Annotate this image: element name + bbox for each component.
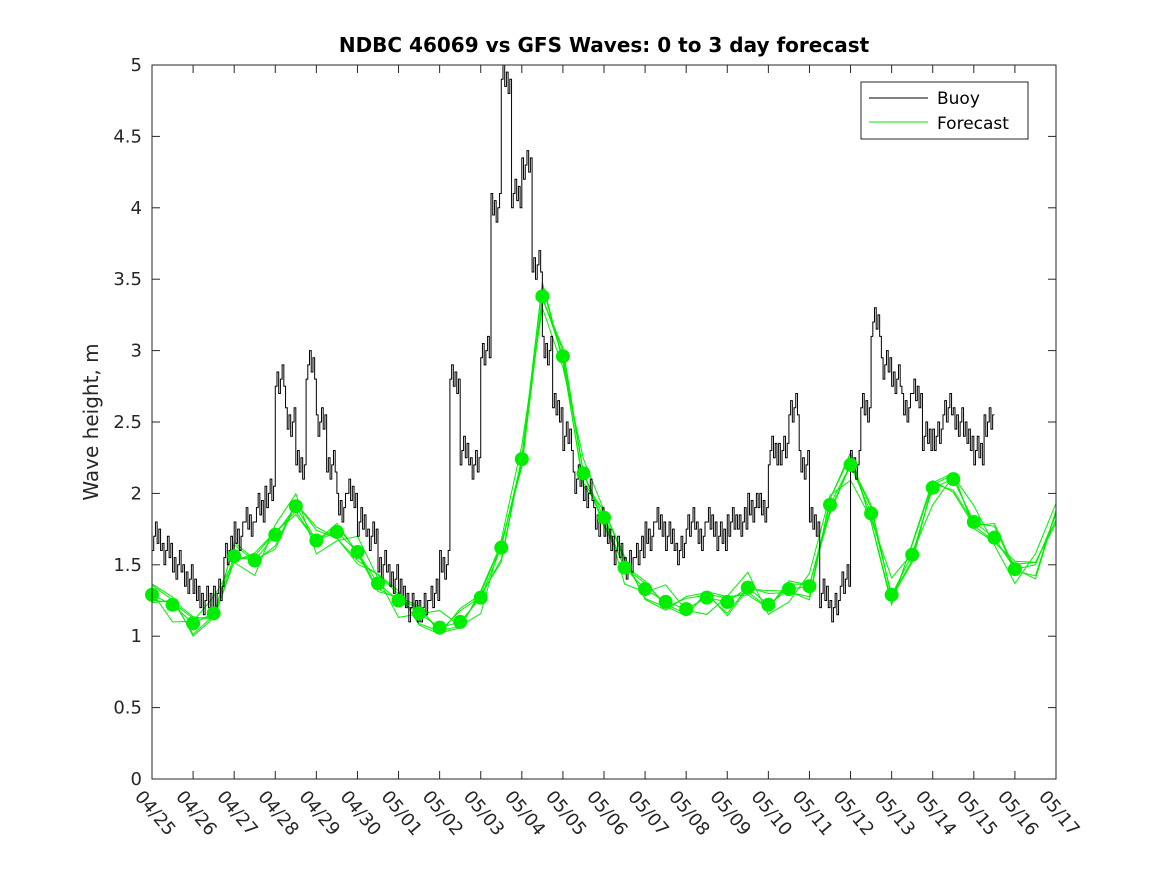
y-axis-label: Wave height, m bbox=[79, 343, 103, 500]
forecast-marker bbox=[494, 540, 509, 555]
forecast-marker bbox=[535, 289, 550, 304]
forecast-marker bbox=[617, 560, 632, 575]
chart-title: NDBC 46069 vs GFS Waves: 0 to 3 day fore… bbox=[339, 33, 870, 57]
forecast-marker bbox=[1007, 562, 1022, 577]
forecast-marker bbox=[864, 506, 879, 521]
forecast-marker bbox=[823, 497, 837, 512]
legend-box bbox=[860, 81, 1029, 140]
forecast-marker bbox=[514, 452, 529, 467]
forecast-marker bbox=[329, 524, 344, 539]
plot-frame bbox=[151, 64, 1057, 780]
legend-buoy-label: Buoy bbox=[937, 89, 980, 109]
plot-area bbox=[145, 64, 1057, 780]
forecast-marker bbox=[966, 514, 981, 529]
forecast-marker bbox=[781, 582, 796, 597]
forecast-marker bbox=[597, 510, 611, 525]
y-tick-label: 1 bbox=[131, 626, 142, 647]
forecast-marker bbox=[658, 594, 673, 609]
forecast-marker bbox=[165, 597, 180, 612]
y-tick-label: 4.5 bbox=[113, 126, 142, 147]
y-tick-label: 1.5 bbox=[113, 555, 142, 576]
forecast-marker bbox=[761, 597, 776, 612]
y-tick-label: 2 bbox=[131, 483, 142, 504]
forecast-marker bbox=[638, 582, 653, 597]
y-tick-label: 3.5 bbox=[113, 269, 142, 290]
forecast-marker bbox=[268, 527, 283, 542]
y-tick-label: 5 bbox=[131, 55, 142, 76]
forecast-marker bbox=[309, 533, 324, 548]
y-tick-label: 3 bbox=[131, 341, 142, 362]
y-tick-label: 2.5 bbox=[113, 412, 142, 433]
forecast-marker bbox=[699, 590, 714, 605]
forecast-marker bbox=[412, 606, 427, 621]
y-tick-label: 0.5 bbox=[113, 698, 142, 719]
forecast-marker bbox=[884, 587, 899, 602]
forecast-marker bbox=[555, 349, 570, 364]
forecast-marker bbox=[740, 580, 755, 595]
forecast-marker bbox=[905, 547, 920, 562]
forecast-marker bbox=[206, 606, 221, 621]
forecast-marker bbox=[925, 480, 940, 495]
forecast-marker bbox=[946, 472, 961, 487]
legend: Buoy Forecast bbox=[860, 81, 1029, 140]
forecast-marker bbox=[576, 466, 591, 481]
forecast-marker bbox=[391, 593, 406, 608]
forecast-marker bbox=[288, 499, 303, 514]
y-tick-label: 4 bbox=[131, 198, 142, 219]
forecast-marker bbox=[432, 620, 447, 635]
forecast-marker bbox=[453, 614, 468, 629]
legend-forecast-label: Forecast bbox=[937, 114, 1009, 134]
forecast-marker bbox=[227, 549, 242, 564]
forecast-marker bbox=[350, 544, 365, 559]
forecast-marker bbox=[679, 602, 694, 617]
forecast-marker bbox=[186, 616, 201, 631]
forecast-marker bbox=[987, 530, 1002, 545]
forecast-marker bbox=[802, 579, 817, 594]
forecast-marker bbox=[247, 553, 262, 568]
forecast-marker bbox=[720, 594, 735, 609]
forecast-marker bbox=[371, 576, 385, 591]
forecast-marker bbox=[473, 590, 488, 605]
forecast-marker bbox=[843, 457, 858, 472]
y-tick-label: 0 bbox=[131, 769, 142, 790]
